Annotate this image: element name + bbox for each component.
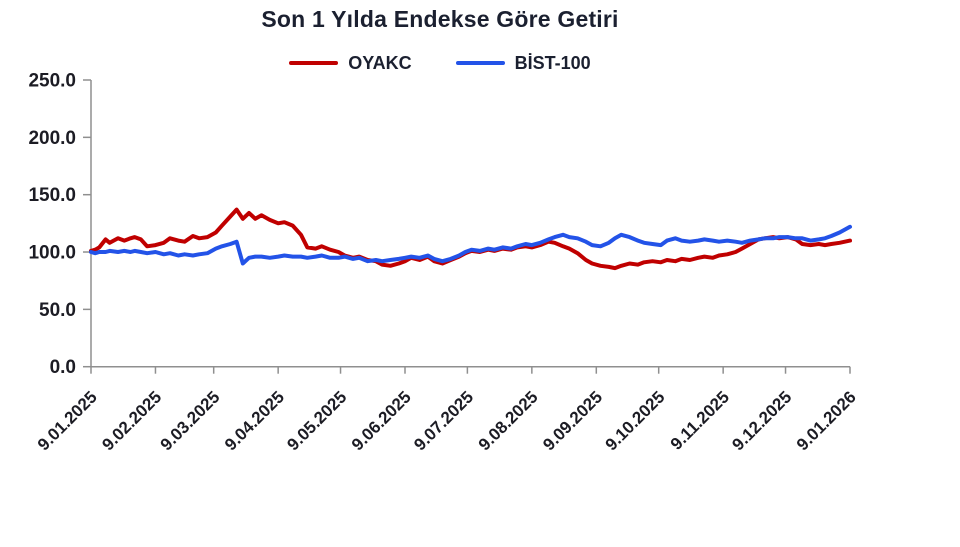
oyakc-series-line <box>89 207 852 271</box>
y-tick-label: 50.0 <box>39 300 76 321</box>
bist100-line-swatch-icon <box>455 61 505 65</box>
x-tick-label: 9.03.2025 <box>157 387 224 454</box>
y-tick-label: 0.0 <box>50 357 76 378</box>
legend-label-oyakc: OYAKC <box>348 52 412 73</box>
x-tick-label: 9.01.2026 <box>793 387 860 454</box>
y-tick-label: 100.0 <box>28 243 76 264</box>
chart-legend: OYAKC BİST-100 <box>0 50 880 76</box>
y-tick-label: 250.0 <box>28 71 76 92</box>
legend-label-bist100: BİST-100 <box>514 52 591 73</box>
x-tick-label: 9.02.2025 <box>98 387 165 454</box>
x-tick-label: 9.06.2025 <box>348 387 415 454</box>
y-tick-label: 150.0 <box>28 185 76 206</box>
x-tick-label: 9.07.2025 <box>410 387 477 454</box>
chart-title: Son 1 Yılda Endekse Göre Getiri <box>261 6 619 32</box>
legend-item-bist100: BİST-100 <box>455 52 591 74</box>
x-tick-label: 9.05.2025 <box>283 387 350 454</box>
x-tick-label: 9.12.2025 <box>728 387 795 454</box>
x-tick-label: 9.09.2025 <box>539 387 606 454</box>
x-tick-label: 9.11.2025 <box>667 387 733 453</box>
oyakc-line-swatch-icon <box>289 61 339 65</box>
legend-item-oyakc: OYAKC <box>289 52 412 74</box>
bist100-series-line <box>89 224 852 266</box>
x-tick-label: 9.10.2025 <box>602 387 669 454</box>
x-tick-label: 9.01.2025 <box>34 387 101 454</box>
x-tick-label: 9.04.2025 <box>221 387 288 454</box>
x-tick-label: 9.08.2025 <box>475 387 542 454</box>
y-tick-label: 200.0 <box>28 128 76 149</box>
